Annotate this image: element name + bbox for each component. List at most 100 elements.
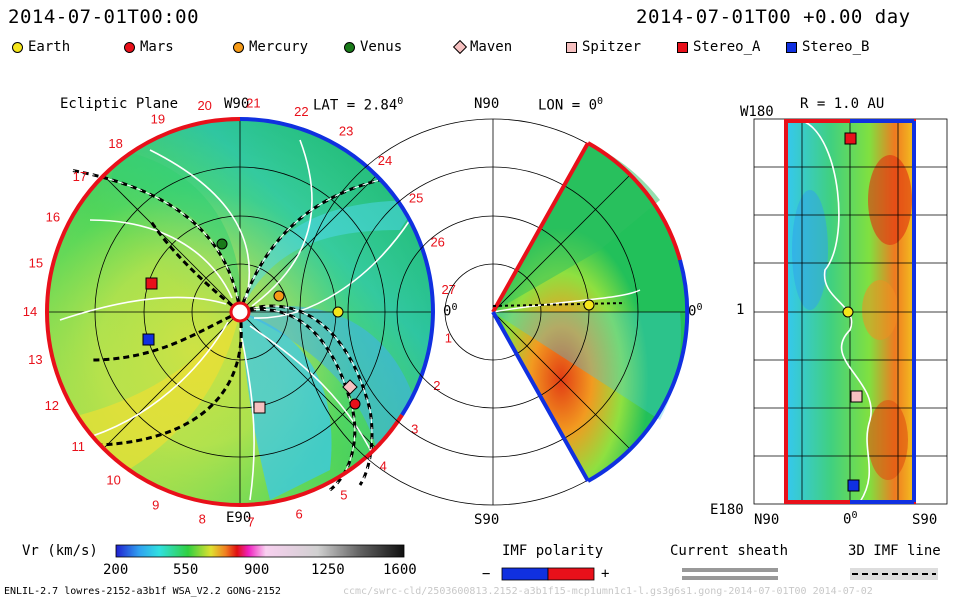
radial-bottom-s: S90 xyxy=(912,512,938,528)
colorbar xyxy=(115,544,405,558)
legend-venus: Venus xyxy=(344,39,402,55)
ecliptic-field-lines xyxy=(59,139,411,501)
legend-stereo-b: Stereo_B xyxy=(786,39,869,55)
venus-marker xyxy=(216,238,228,250)
ecliptic-plane-plot xyxy=(44,117,436,508)
ecliptic-tick-label: 26 xyxy=(430,234,444,249)
ecliptic-tick-label: 19 xyxy=(151,112,165,127)
ecliptic-tick-label: 25 xyxy=(409,191,423,206)
ecliptic-top-label: W90 xyxy=(224,96,250,112)
legend-earth: Earth xyxy=(12,39,70,55)
legend-mercury: Mercury xyxy=(233,39,308,55)
lat-text: LAT = 2.84 xyxy=(313,97,398,114)
legend-stereo-a: Stereo_A xyxy=(677,39,760,55)
colorbar-tick-2: 900 xyxy=(244,562,270,578)
radial-earth-marker xyxy=(842,306,854,318)
meridional-bottom-label: S90 xyxy=(474,512,500,528)
radial-surface-plot xyxy=(753,118,948,505)
maven-marker xyxy=(342,379,358,395)
legend-spitzer: Spitzer xyxy=(566,39,641,55)
mercury-marker xyxy=(273,290,285,302)
ecliptic-tick-label: 2 xyxy=(433,378,440,393)
meridional-top-label: N90 xyxy=(474,96,500,112)
ecliptic-tick-label: 18 xyxy=(108,136,122,151)
ecliptic-tick-label: 9 xyxy=(152,497,159,512)
ecliptic-tick-label: 13 xyxy=(28,352,42,367)
ecliptic-tick-label: 27 xyxy=(441,282,455,297)
ecliptic-bottom-label: E90 xyxy=(226,510,252,526)
mars-marker-icon xyxy=(124,41,135,53)
radial-stereo-b-marker xyxy=(847,479,860,492)
ecliptic-polarity-positive xyxy=(44,117,404,508)
earth-marker xyxy=(332,306,344,318)
meridional-earth-marker xyxy=(583,299,595,311)
imf-plus-label: + xyxy=(601,566,610,582)
ecliptic-tick-label: 14 xyxy=(23,304,37,319)
current-sheath-title: Current sheath xyxy=(670,543,789,559)
spitzer-marker-icon xyxy=(566,41,577,53)
meridional-right-label: 00 xyxy=(688,302,703,320)
lon-text: LON = 0 xyxy=(538,97,598,114)
colorbar-tick-1: 550 xyxy=(173,562,199,578)
ecliptic-tick-label: 3 xyxy=(411,421,418,436)
watermark: ccmc/swrc-cld/2503600813.2152-a3b1f15-mc… xyxy=(343,586,873,597)
ecliptic-tick-label: 6 xyxy=(295,507,302,522)
radial-bottom-mid-text: 0 xyxy=(843,511,852,528)
ecliptic-tick-label: 11 xyxy=(72,439,86,454)
earth-marker-icon xyxy=(12,41,23,53)
ecliptic-tick-label: 5 xyxy=(340,488,347,503)
radial-bottom-left: E180 xyxy=(710,502,744,518)
colorbar-tick-3: 1250 xyxy=(311,562,345,578)
datetime-left: 2014-07-01T00:00 xyxy=(8,6,200,28)
legend-maven: Maven xyxy=(452,39,512,55)
mercury-marker-icon xyxy=(233,41,244,53)
imf-negative-bar xyxy=(501,567,549,581)
ecliptic-tick-label: 16 xyxy=(46,210,60,225)
radial-spitzer-marker xyxy=(850,390,863,403)
meridional-lon-label: LON = 00 xyxy=(538,96,604,114)
meridional-right-text: 0 xyxy=(688,303,697,320)
radial-r-label: R = 1.0 AU xyxy=(800,96,885,112)
colorbar-tick-4: 1600 xyxy=(383,562,417,578)
radial-top-left: W180 xyxy=(740,104,774,120)
imf-positive-bar xyxy=(547,567,595,581)
mars-marker xyxy=(349,398,361,410)
ecliptic-tick-label: 7 xyxy=(247,515,254,530)
radial-stereo-a-marker xyxy=(844,132,857,145)
model-info: ENLIL-2.7 lowres-2152-a3b1f WSA_V2.2 GON… xyxy=(4,586,281,597)
imf-line-title: 3D IMF line xyxy=(848,543,941,559)
ecliptic-tick-label: 1 xyxy=(445,331,452,346)
stereo-a-marker-icon xyxy=(677,41,688,53)
meridional-plane-plot xyxy=(299,118,690,506)
ecliptic-polarity-negative xyxy=(239,117,436,417)
ecliptic-tick-label: 10 xyxy=(106,473,120,488)
legend-mars: Mars xyxy=(124,39,174,55)
radial-bottom-mid: 00 xyxy=(843,510,858,528)
ecliptic-title: Ecliptic Plane xyxy=(60,96,179,112)
ecliptic-tick-label: 4 xyxy=(380,459,387,474)
datetime-right: 2014-07-01T00 +0.00 day xyxy=(636,6,911,28)
ecliptic-tick-label: 15 xyxy=(29,255,43,270)
imf-polarity-title: IMF polarity xyxy=(502,543,604,559)
ecliptic-tick-label: 17 xyxy=(73,169,87,184)
imf-minus-label: − xyxy=(482,566,491,582)
sun-icon xyxy=(229,301,251,323)
radial-bottom-n: N90 xyxy=(754,512,780,528)
ecliptic-tick-label: 20 xyxy=(197,98,211,113)
ecliptic-tick-label: 21 xyxy=(246,95,260,110)
ecliptic-tick-label: 12 xyxy=(45,398,59,413)
ecliptic-right-text: 0 xyxy=(443,303,452,320)
ecliptic-lat-label: LAT = 2.840 xyxy=(313,96,404,114)
stereo-b-marker xyxy=(142,333,155,346)
ecliptic-tick-label: 22 xyxy=(294,104,308,119)
colorbar-label: Vr (km/s) xyxy=(22,543,98,559)
spitzer-marker xyxy=(253,401,266,414)
ecliptic-tick-label: 24 xyxy=(378,153,392,168)
ecliptic-right-label: 00 xyxy=(443,302,458,320)
ecliptic-tick-label: 8 xyxy=(199,512,206,527)
radial-mid-left: 1 xyxy=(736,302,745,318)
stereo-b-marker-icon xyxy=(786,41,797,53)
colorbar-tick-0: 200 xyxy=(103,562,129,578)
